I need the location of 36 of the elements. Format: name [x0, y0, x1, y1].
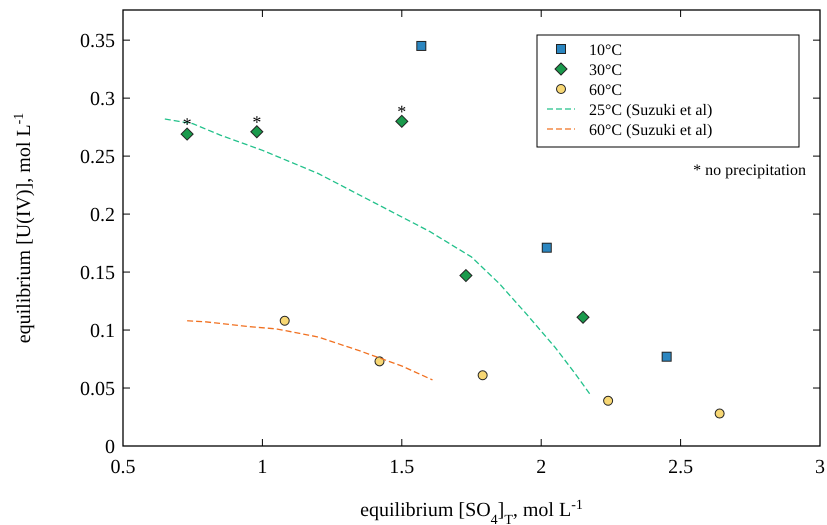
point [662, 352, 672, 362]
y-tick-label: 0.3 [90, 88, 115, 110]
y-tick-label: 0.15 [80, 262, 115, 284]
point [395, 114, 408, 128]
x-tick-label: 3 [815, 456, 825, 478]
x-tick-label: 1.5 [389, 456, 414, 478]
y-tick-label: 0.1 [90, 320, 115, 342]
y-tick-label: 0 [105, 436, 115, 458]
point [459, 269, 472, 282]
annotation: * [397, 101, 406, 122]
legend-label: 30°C [589, 62, 622, 79]
x-axis-title: equilibrium [SO$_{4}$]$_{T}$, mol L$^{-1}$ [360, 498, 583, 525]
annotation: * no precipitation [693, 162, 806, 179]
x-tick-label: 2.5 [668, 456, 694, 478]
y-tick-label: 0.2 [90, 204, 115, 226]
y-tick-label: 0.05 [80, 378, 115, 400]
line-series [186, 320, 434, 381]
legend-label: 60°C [589, 82, 622, 99]
legend-label: 60°C (Suzuki et al) [589, 122, 712, 139]
point [280, 316, 290, 326]
annotation: * [252, 112, 262, 132]
y-tick-label: 0.25 [80, 146, 115, 168]
point [542, 242, 552, 253]
x-tick-label: 1 [257, 456, 268, 478]
legend-label: 25°C (Suzuki et al) [589, 102, 712, 119]
x-tick-label: 2 [536, 456, 546, 478]
point [478, 370, 488, 380]
point [416, 40, 426, 51]
point [250, 125, 264, 138]
point [576, 310, 590, 324]
legend-label: 10°C [589, 42, 622, 59]
point [714, 408, 725, 419]
y-tick-label: 0.35 [80, 30, 115, 52]
point [374, 356, 384, 366]
x-tick-label: 0.5 [110, 456, 136, 478]
point [603, 396, 614, 406]
